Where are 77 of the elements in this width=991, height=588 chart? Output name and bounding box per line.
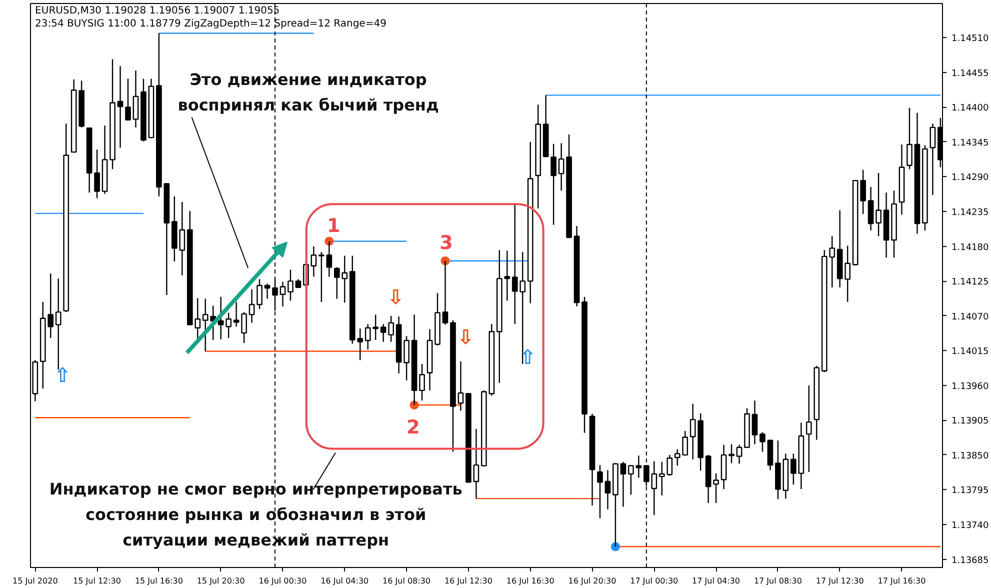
candlestick <box>310 246 317 278</box>
y-tick-label: 1.14400 <box>952 104 989 114</box>
x-tick-label: 16 Jul 16:30 <box>506 576 554 586</box>
x-tick-label: 16 Jul 00:30 <box>258 576 307 586</box>
candlestick <box>256 278 262 310</box>
x-tick-label: 15 Jul 20:30 <box>196 576 245 586</box>
candlestick <box>868 186 874 232</box>
candlestick <box>558 142 564 192</box>
candlestick <box>419 363 425 402</box>
text: 23:54 BUYSIG 11:00 1.18779 ZigZagDepth=12 Spread=12 Range=49 <box>35 18 386 30</box>
y-tick-label: 1.14455 <box>952 68 989 79</box>
candlestick <box>636 454 642 478</box>
y-tick-label: 1.13960 <box>952 382 989 392</box>
candlestick <box>241 311 247 344</box>
annotation: Это движение индикатор воспринял как бычий тренд <box>178 70 439 115</box>
y-tick-label: 1.14345 <box>952 138 989 148</box>
candlestick <box>404 335 410 381</box>
y-tick-label: 1.13685 <box>952 556 989 566</box>
candlestick <box>473 428 480 500</box>
candlestick <box>876 172 882 237</box>
annotation: 2 <box>406 416 420 439</box>
candlestick <box>264 283 270 300</box>
candlestick <box>125 78 131 122</box>
candlestick <box>930 123 936 196</box>
y-tick-label: 1.14070 <box>952 312 989 322</box>
x-tick-label: 15 Jul 12:30 <box>73 576 122 586</box>
y-tick-label: 1.13850 <box>952 451 989 462</box>
candlestick <box>248 288 255 324</box>
y-tick-label: 1.14235 <box>952 208 989 218</box>
annotation: ⇩ <box>387 285 404 310</box>
candlestick <box>233 301 240 328</box>
annotation: ⇧ <box>54 362 71 387</box>
candlestick <box>806 384 812 473</box>
x-tick-label: 17 Jul 00:30 <box>630 576 678 586</box>
x-tick-label: 16 Jul 04:30 <box>320 576 369 586</box>
y-tick-label: 1.14125 <box>952 278 989 288</box>
candlestick <box>713 472 719 504</box>
candlestick <box>736 444 742 464</box>
candlestick <box>117 65 124 148</box>
y-tick-label: 1.14180 <box>952 242 989 253</box>
x-tick-label: 17 Jul 16:30 <box>878 576 926 586</box>
x-tick-label: 17 Jul 04:30 <box>692 576 740 586</box>
candlestick <box>628 464 634 496</box>
annotation: Индикатор не смог верно интерпретировать состояние рынка и обозначил в этой ситуации медвежий паттерн <box>49 479 462 550</box>
candlestick <box>132 70 139 128</box>
y-tick-label: 1.13795 <box>952 486 989 496</box>
point <box>610 542 620 552</box>
annotation: 1 <box>326 215 340 238</box>
x-tick-label: 17 Jul 08:30 <box>754 576 802 586</box>
candlestick <box>458 360 464 412</box>
candlestick <box>760 432 766 452</box>
candlestick <box>504 250 510 302</box>
candlestick <box>280 281 286 307</box>
candlestick <box>860 169 866 215</box>
x-tick-label: 16 Jul 08:30 <box>382 576 431 586</box>
x-tick-label: 16 Jul 20:30 <box>568 576 616 586</box>
y-tick-label: 1.14015 <box>952 347 989 358</box>
y-tick-label: 1.13905 <box>952 416 989 427</box>
y-tick-label: 1.14510 <box>952 34 989 44</box>
candlestick <box>550 143 556 226</box>
candlestick <box>288 269 294 302</box>
candlestick <box>620 461 626 508</box>
chart-title: EURUSD,M30 1.19028 1.19056 1.19007 1.19055 <box>35 5 280 16</box>
x-tick-label: 15 Jul 16:30 <box>134 576 183 586</box>
annotation: 3 <box>440 232 453 254</box>
x-tick-label: 15 Jul 2020 <box>12 576 58 586</box>
x-tick-label: 17 Jul 12:30 <box>816 576 864 586</box>
candlestick <box>752 400 758 445</box>
candlestick <box>604 470 611 510</box>
candlestick <box>906 107 912 170</box>
candlestick <box>597 464 603 519</box>
y-tick-label: 1.13740 <box>952 521 989 532</box>
annotation: ⇩ <box>457 324 474 349</box>
x-tick-label: 16 Jul 12:30 <box>444 576 492 586</box>
candlestick <box>94 148 100 199</box>
y-tick-label: 1.14290 <box>952 173 989 184</box>
candlestick <box>728 444 734 464</box>
